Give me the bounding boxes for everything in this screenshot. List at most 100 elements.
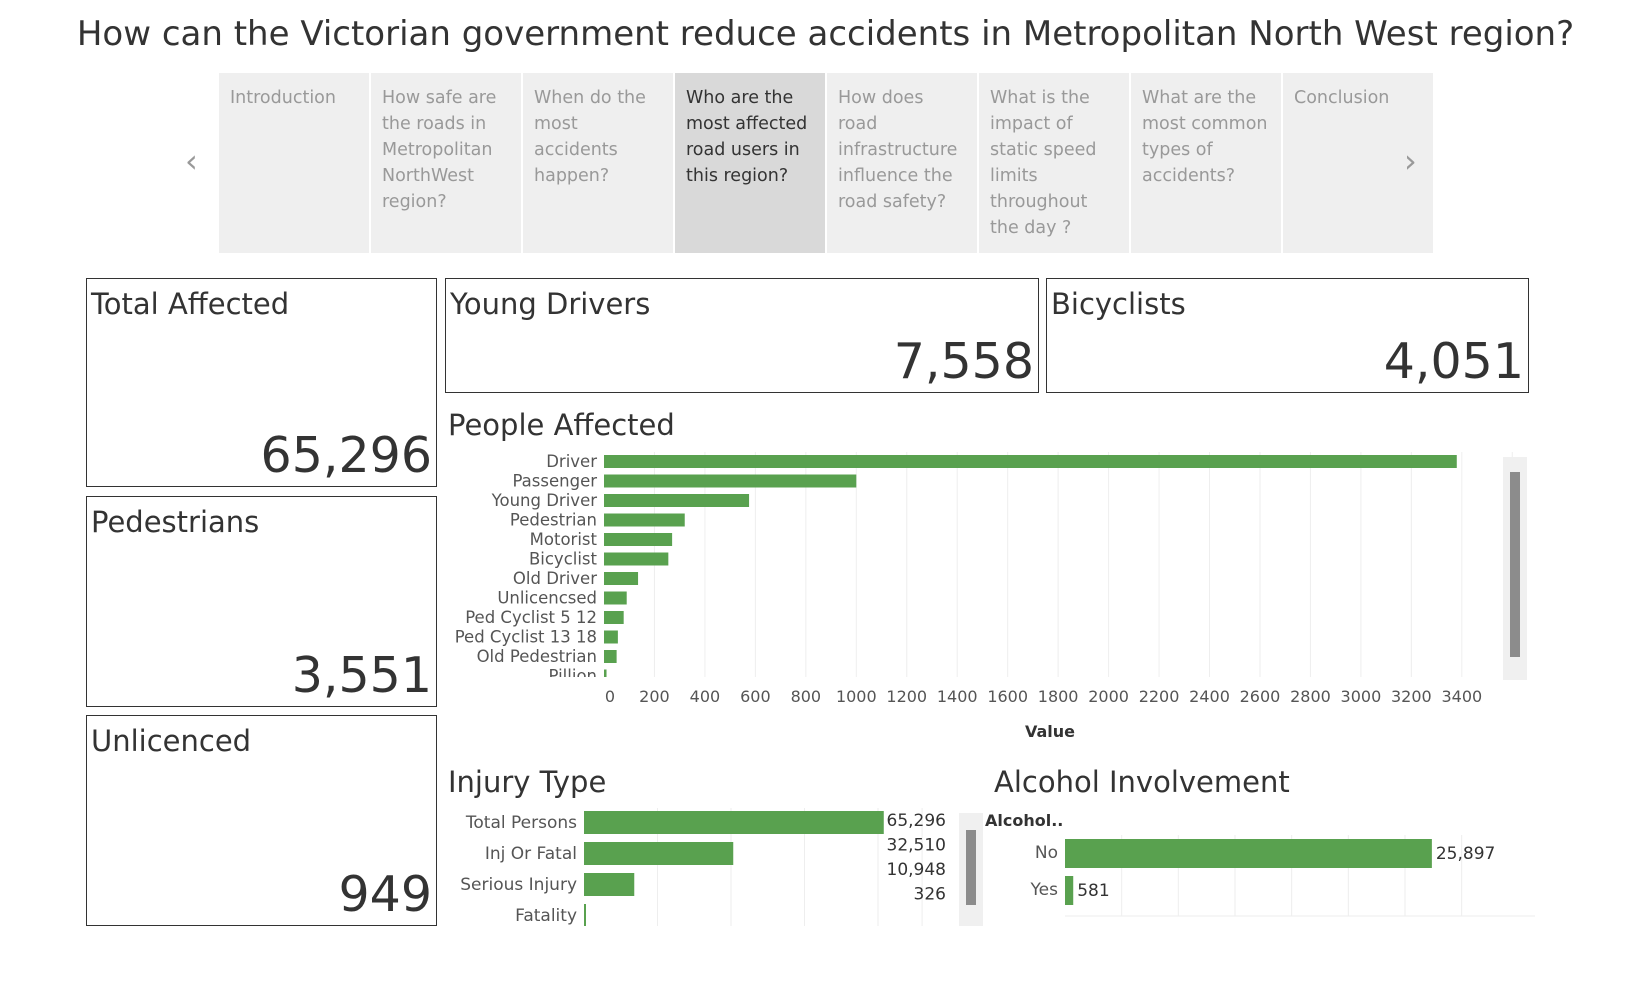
column-header: Alcohol.. (985, 811, 1063, 830)
story-point-3[interactable]: When do the most accidents happen? (523, 73, 673, 253)
category-label: Passenger (512, 472, 597, 491)
kpi-value: 3,551 (291, 647, 432, 704)
people-affected-scrollbar[interactable] (1503, 457, 1527, 680)
x-tick-label: 2600 (1240, 687, 1281, 706)
category-label: Young Driver (491, 491, 598, 510)
kpi-title: Unlicenced (91, 724, 252, 758)
story-point-8[interactable]: Conclusion (1283, 73, 1433, 253)
kpi-young-drivers[interactable]: Young Drivers 7,558 (445, 278, 1039, 393)
data-label: 581 (1077, 881, 1109, 901)
data-label: 326 (914, 885, 946, 905)
x-tick-label: 400 (690, 687, 721, 706)
x-tick-label: 2000 (1088, 687, 1129, 706)
category-label: Bicyclist (529, 550, 598, 569)
alcohol-involvement-title: Alcohol Involvement (994, 765, 1290, 799)
x-tick-label: 3400 (1441, 687, 1482, 706)
data-label: 32,510 (887, 836, 946, 856)
category-label: Old Pedestrian (477, 647, 597, 666)
injury-type-scrollbar[interactable] (959, 813, 983, 926)
x-tick-label: 2200 (1139, 687, 1180, 706)
bar (604, 591, 627, 605)
scroll-thumb[interactable] (966, 830, 976, 905)
bar (604, 494, 750, 507)
kpi-value: 949 (338, 866, 432, 923)
bar (584, 873, 635, 896)
x-tick-label: 3000 (1341, 687, 1382, 706)
story-point-1[interactable]: Introduction (219, 73, 369, 253)
x-tick-label: 200 (639, 687, 670, 706)
bar (604, 455, 1457, 468)
x-tick-label: 1600 (987, 687, 1028, 706)
category-label: Total Persons (465, 813, 577, 833)
category-label: Serious Injury (460, 875, 577, 895)
prev-story-button[interactable]: ‹ (185, 145, 198, 177)
story-point-7[interactable]: What are the most common types of accide… (1131, 73, 1281, 253)
x-tick-label: 2800 (1290, 687, 1331, 706)
chevron-left-icon: ‹ (185, 142, 198, 180)
bar (1065, 839, 1432, 868)
kpi-value: 65,296 (260, 427, 432, 484)
kpi-bicyclists[interactable]: Bicyclists 4,051 (1046, 278, 1529, 393)
people-affected-title: People Affected (448, 408, 675, 442)
bars-group: Total Persons 65,296 Inj Or Fatal 32,510 Ser… (460, 811, 946, 926)
category-label: Motorist (530, 530, 598, 549)
story-point-4[interactable]: Who are the most affected road users in … (675, 73, 825, 253)
kpi-title: Pedestrians (91, 505, 260, 539)
data-label: 65,296 (887, 811, 946, 831)
story-navigator: Introduction How safe are the roads in Me… (219, 73, 1433, 253)
x-tick-label: 1000 (836, 687, 877, 706)
category-label: No (1035, 843, 1058, 863)
category-label: Ped Cyclist 5 12 (465, 608, 597, 627)
bar (584, 904, 586, 926)
data-label: 10,948 (887, 860, 946, 880)
kpi-unlicenced[interactable]: Unlicenced 949 (86, 715, 437, 926)
story-point-5[interactable]: How does road infrastructure influence t… (827, 73, 977, 253)
scroll-thumb[interactable] (1510, 472, 1520, 657)
bar (604, 513, 685, 527)
bar (604, 572, 639, 585)
category-label: Yes (1030, 880, 1059, 900)
x-tick-label: 3200 (1391, 687, 1432, 706)
injury-type-chart: Total Persons 65,296 Inj Or Fatal 32,510 Ser… (460, 808, 946, 926)
x-tick-label: 800 (791, 687, 822, 706)
chevron-right-icon: › (1404, 142, 1417, 180)
page-title: How can the Victorian government reduce … (76, 14, 1575, 54)
bar (604, 474, 857, 488)
injury-type-title: Injury Type (448, 765, 607, 799)
kpi-title: Bicyclists (1051, 287, 1186, 321)
alcohol-involvement-chart: Alcohol.. No 25,897 Yes 581 (985, 811, 1535, 917)
kpi-total-affected[interactable]: Total Affected 65,296 (86, 278, 437, 487)
x-tick-label: 2400 (1189, 687, 1230, 706)
bar (604, 669, 607, 677)
x-tick-label: 1800 (1038, 687, 1079, 706)
x-tick-label: 1200 (886, 687, 927, 706)
category-label: Fatality (515, 906, 577, 926)
x-tick-label: 1400 (937, 687, 978, 706)
bar (604, 650, 617, 663)
bar (1065, 876, 1074, 905)
x-axis-label: Value (1025, 722, 1075, 741)
category-label: Pillion (549, 667, 597, 686)
bar (604, 533, 673, 546)
x-tick-label: 0 (605, 687, 615, 706)
category-label: Pedestrian (510, 511, 597, 530)
next-story-button[interactable]: › (1404, 145, 1417, 177)
kpi-value: 4,051 (1383, 333, 1524, 390)
bar (604, 611, 624, 624)
category-label: Driver (546, 452, 597, 471)
kpi-value: 7,558 (893, 333, 1034, 390)
bar (604, 630, 618, 644)
kpi-pedestrians[interactable]: Pedestrians 3,551 (86, 496, 437, 707)
kpi-title: Young Drivers (450, 287, 651, 321)
category-label: Ped Cyclist 13 18 (455, 628, 597, 647)
x-tick-label: 600 (740, 687, 771, 706)
story-point-6[interactable]: What is the impact of static speed limit… (979, 73, 1129, 253)
data-label: 25,897 (1436, 844, 1495, 864)
category-label: Inj Or Fatal (485, 844, 577, 864)
category-label: Unlicencsed (497, 589, 597, 608)
story-point-2[interactable]: How safe are the roads in Metropolitan N… (371, 73, 521, 253)
kpi-title: Total Affected (91, 287, 290, 321)
category-label: Old Driver (513, 569, 597, 588)
